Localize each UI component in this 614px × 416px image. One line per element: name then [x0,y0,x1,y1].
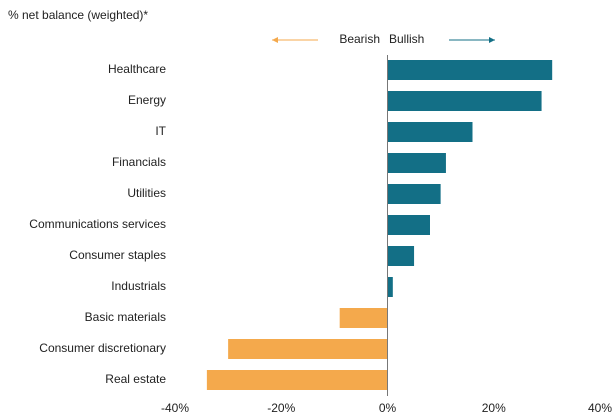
legend-label: Bearish [339,32,380,46]
x-tick-label: 20% [482,401,506,415]
bar [206,370,388,390]
y-tick-label: Utilities [127,186,166,200]
y-tick-label: IT [155,124,166,138]
bar [387,277,393,297]
x-tick-label: -40% [161,401,189,415]
x-tick-label: 0% [379,401,397,415]
y-tick-label: Financials [112,155,166,169]
y-tick-label: Basic materials [85,310,166,324]
y-tick-label: Industrials [111,279,166,293]
bar [387,122,473,142]
y-tick-label: Healthcare [108,62,166,76]
bar [387,153,446,173]
bar [387,246,415,266]
legend-arrowhead [272,37,278,43]
x-tick-label: -20% [267,401,295,415]
bar [387,184,441,204]
x-tick-label: 40% [588,401,612,415]
bar [387,215,430,235]
bar [339,308,388,328]
chart-title: % net balance (weighted)* [8,8,148,22]
y-tick-label: Consumer discretionary [39,341,166,355]
y-tick-label: Consumer staples [69,248,166,262]
legend-arrowhead [489,37,495,43]
y-tick-label: Communications services [29,217,166,231]
y-tick-label: Real estate [105,372,166,386]
y-tick-label: Energy [128,93,166,107]
bar [387,91,542,111]
bar [387,60,553,80]
legend-label: Bullish [389,32,424,46]
bar [228,339,388,359]
